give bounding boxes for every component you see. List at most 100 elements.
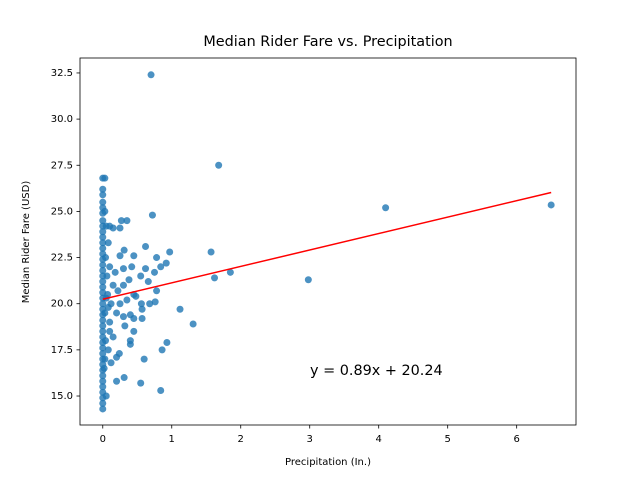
x-tick-label: 2: [238, 434, 244, 445]
data-point: [130, 252, 138, 260]
y-tick-label: 27.5: [51, 160, 73, 171]
data-point: [120, 246, 128, 254]
data-point: [119, 281, 127, 289]
data-point: [142, 265, 150, 273]
data-point: [100, 364, 108, 372]
x-axis-label: Precipitation (In.): [285, 457, 371, 468]
data-point: [126, 340, 134, 348]
data-point: [130, 314, 138, 322]
data-point: [119, 313, 127, 321]
x-tick-label: 5: [445, 434, 451, 445]
data-point: [99, 377, 107, 385]
y-tick-label: 25.0: [51, 206, 73, 217]
data-point: [151, 298, 159, 306]
y-tick-label: 30.0: [51, 114, 73, 125]
data-point: [153, 254, 161, 262]
data-point: [99, 283, 107, 291]
data-point: [144, 278, 152, 286]
data-point: [147, 71, 155, 79]
data-point: [99, 327, 107, 335]
plot-area: [99, 71, 555, 413]
regression-line: [102, 191, 552, 301]
data-point: [125, 276, 133, 284]
data-point: [123, 217, 131, 225]
data-point: [148, 211, 156, 219]
data-point: [99, 239, 107, 247]
data-point: [99, 372, 107, 380]
data-point: [99, 266, 107, 274]
data-point: [114, 287, 122, 295]
data-point: [157, 386, 165, 394]
chart-title: Median Rider Fare vs. Precipitation: [203, 34, 452, 50]
data-point: [99, 198, 107, 206]
data-point: [109, 224, 117, 232]
data-point: [189, 320, 197, 328]
data-point: [99, 300, 107, 308]
data-point: [99, 191, 107, 199]
data-point: [116, 252, 124, 260]
data-point: [103, 272, 111, 280]
data-point: [101, 207, 109, 215]
data-point: [113, 309, 121, 317]
data-point: [113, 353, 121, 361]
data-point: [120, 374, 128, 382]
data-point: [121, 322, 129, 330]
axes-frame: [79, 57, 577, 426]
y-tick-label: 17.5: [51, 345, 73, 356]
data-point: [113, 377, 121, 385]
x-tick-label: 0: [100, 434, 106, 445]
data-point: [104, 239, 112, 247]
data-point: [137, 379, 145, 387]
data-point: [104, 346, 112, 354]
data-point: [102, 392, 110, 400]
data-point: [137, 300, 145, 308]
data-point: [99, 383, 107, 391]
x-tick-label: 1: [169, 434, 175, 445]
data-point: [99, 278, 107, 286]
data-point: [132, 292, 140, 300]
data-point: [128, 263, 136, 271]
data-point: [99, 261, 107, 269]
y-tick-label: 15.0: [51, 391, 73, 402]
y-tick-label: 32.5: [51, 68, 73, 79]
data-point: [99, 217, 107, 225]
data-point: [116, 224, 124, 232]
data-point: [101, 174, 109, 182]
data-point: [207, 248, 215, 256]
data-point: [99, 399, 107, 407]
data-point: [162, 259, 170, 267]
data-point: [102, 337, 110, 345]
data-point: [99, 405, 107, 413]
x-tick-label: 6: [513, 434, 519, 445]
data-point: [102, 254, 110, 262]
data-point: [109, 333, 117, 341]
data-point: [130, 327, 138, 335]
data-point: [138, 305, 146, 313]
data-point: [104, 303, 112, 311]
data-point: [211, 274, 219, 282]
data-point: [109, 281, 117, 289]
data-point: [166, 248, 174, 256]
data-point: [304, 276, 312, 284]
data-point: [151, 268, 159, 276]
data-point: [99, 244, 107, 252]
data-point: [99, 233, 107, 241]
data-point: [382, 204, 390, 212]
data-point: [158, 346, 166, 354]
data-point: [176, 305, 184, 313]
data-point: [157, 263, 165, 271]
data-point: [153, 287, 161, 295]
data-point: [101, 355, 109, 363]
data-point: [146, 300, 154, 308]
annotation: y = 0.89x + 20.24: [310, 363, 443, 379]
data-point: [138, 314, 146, 322]
data-point: [137, 272, 145, 280]
data-point: [99, 228, 107, 236]
data-point: [104, 290, 112, 298]
y-tick-label: 20.0: [51, 299, 73, 310]
data-point: [117, 217, 125, 225]
x-tick-label: 4: [376, 434, 382, 445]
data-point: [101, 309, 109, 317]
